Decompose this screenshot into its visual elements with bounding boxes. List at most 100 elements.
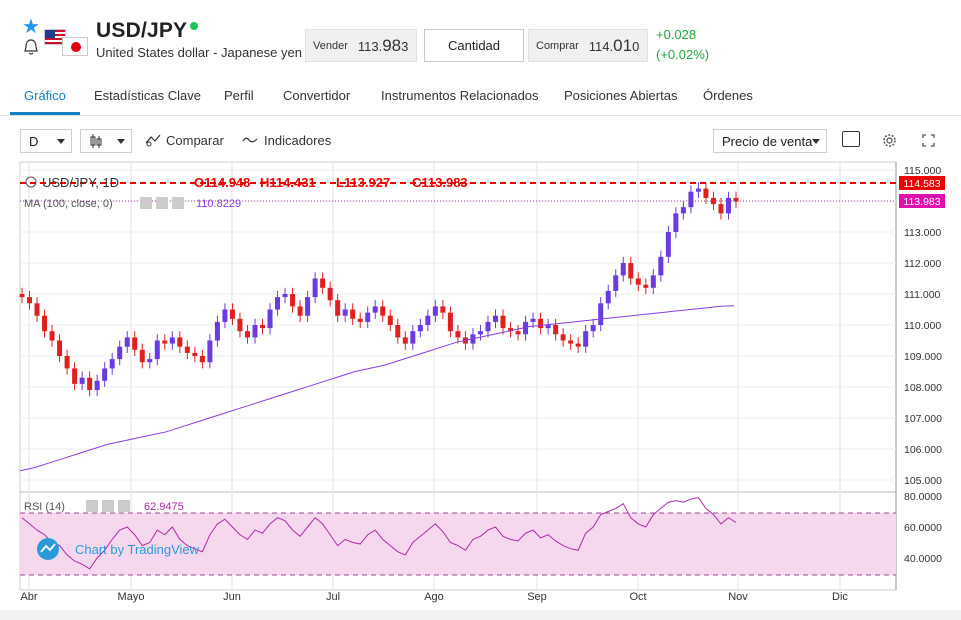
screenshot-toggle[interactable] xyxy=(842,131,860,147)
candle-body xyxy=(440,306,446,313)
candle-body xyxy=(447,312,453,332)
favorite-star-icon[interactable]: ★ xyxy=(22,16,40,38)
candle-body xyxy=(102,368,108,381)
compare-icon[interactable] xyxy=(144,133,162,147)
candle-body xyxy=(184,346,190,353)
month-label: Oct xyxy=(629,591,646,603)
legend-low: L113.927 xyxy=(336,175,390,190)
tab-ordenes[interactable]: Órdenes xyxy=(703,88,753,103)
candle-body xyxy=(297,306,303,316)
candle-body xyxy=(605,290,611,304)
candle-body xyxy=(169,337,175,344)
symbol-name: United States dollar - Japanese yen xyxy=(96,45,302,60)
candle-body xyxy=(139,349,145,363)
candle-body xyxy=(432,306,438,316)
rsi-settings-icon[interactable] xyxy=(102,500,114,512)
candles-icon xyxy=(90,134,102,148)
candle-body xyxy=(387,315,393,325)
candle-body xyxy=(27,297,33,304)
interval-value: D xyxy=(29,133,39,149)
candle-body xyxy=(725,197,731,214)
candle-body xyxy=(162,340,168,344)
candle-body xyxy=(34,303,40,316)
price-chart[interactable]: 115.000114.000113.000112.000111.000110.0… xyxy=(0,160,961,620)
ma-remove-icon[interactable] xyxy=(172,197,184,209)
candle-body xyxy=(628,263,634,279)
candle-body xyxy=(613,275,619,291)
ma-value: 110.8229 xyxy=(196,198,241,210)
rsi-tick: 60.0000 xyxy=(904,522,942,534)
price-change: +0.028 (+0.02%) xyxy=(656,25,709,65)
market-open-indicator xyxy=(190,22,198,30)
fullscreen-icon[interactable] xyxy=(922,134,935,147)
tab-posiciones[interactable]: Posiciones Abiertas xyxy=(564,88,678,103)
candle-body xyxy=(350,309,356,319)
chart-type-select[interactable] xyxy=(80,129,132,153)
candle-body xyxy=(275,297,281,310)
month-label: Dic xyxy=(832,591,848,603)
tab-grafico[interactable]: Gráfico xyxy=(24,88,66,103)
legend-high: H114.431 xyxy=(260,175,316,190)
compare-button[interactable]: Comparar xyxy=(166,133,224,148)
ma-legend: MA (100, close, 0) xyxy=(24,198,113,210)
rsi-legend: RSI (14) xyxy=(24,501,65,513)
ma-settings-icon[interactable] xyxy=(156,197,168,209)
change-percent: (+0.02%) xyxy=(656,47,710,62)
sell-price: 113.983 xyxy=(357,35,409,55)
current-price-tag xyxy=(899,194,945,208)
indicators-button[interactable]: Indicadores xyxy=(264,133,332,148)
settings-gear-icon[interactable] xyxy=(882,133,897,148)
candle-body xyxy=(673,213,679,232)
legend-collapse-icon[interactable] xyxy=(25,176,37,188)
price-tick: 107.000 xyxy=(904,413,942,425)
price-tick: 111.000 xyxy=(904,289,941,301)
rsi-axis: 80.0000 60.0000 40.0000 xyxy=(904,491,942,565)
interval-select[interactable]: D xyxy=(20,129,72,153)
month-label: Sep xyxy=(527,591,547,603)
price-tick: 109.000 xyxy=(904,351,942,363)
rsi-value: 62.9475 xyxy=(144,501,184,513)
month-label: Nov xyxy=(728,591,748,603)
jp-flag-icon xyxy=(62,37,88,56)
legend-open: O114.948 xyxy=(194,175,250,190)
candle-body xyxy=(237,318,243,332)
candle-body xyxy=(417,325,423,332)
us-flag-icon xyxy=(44,29,66,45)
ma-visibility-icon[interactable] xyxy=(140,197,152,209)
candle-body xyxy=(327,287,333,301)
candle-body xyxy=(177,337,183,347)
tab-perfil[interactable]: Perfil xyxy=(224,88,254,103)
candle-body xyxy=(282,294,288,298)
candle-body xyxy=(658,256,664,276)
ma-line xyxy=(19,305,735,472)
candle-body xyxy=(109,359,115,369)
status-bar xyxy=(0,610,961,620)
price-axis: 115.000114.000113.000112.000111.000110.0… xyxy=(904,165,942,487)
candle-body xyxy=(508,328,514,332)
candle-body xyxy=(733,197,739,202)
alert-bell-icon[interactable] xyxy=(22,38,40,56)
indicators-icon[interactable] xyxy=(242,135,258,145)
buy-button[interactable]: Comprar 114.010 xyxy=(528,29,648,62)
candle-body xyxy=(252,325,258,338)
month-label: Jun xyxy=(223,591,241,603)
candle-body xyxy=(94,380,100,391)
tab-instrumentos[interactable]: Instrumentos Relacionados xyxy=(381,88,539,103)
candle-body xyxy=(477,331,483,335)
tradingview-watermark[interactable]: Chart by TradingView xyxy=(75,542,200,557)
tab-estadisticas[interactable]: Estadísticas Clave xyxy=(94,88,201,103)
tab-convertidor[interactable]: Convertidor xyxy=(283,88,351,103)
rsi-remove-icon[interactable] xyxy=(118,500,130,512)
candle-body xyxy=(222,309,228,322)
price-type-select[interactable]: Precio de venta xyxy=(713,129,827,153)
symbol-title: USD/JPY xyxy=(96,19,188,42)
candle-body xyxy=(305,297,311,316)
candle-body xyxy=(380,306,386,316)
change-absolute: +0.028 xyxy=(656,27,697,42)
month-label: Abr xyxy=(20,591,37,603)
rsi-visibility-icon[interactable] xyxy=(86,500,98,512)
candle-body xyxy=(425,315,431,325)
quantity-input[interactable]: Cantidad xyxy=(424,29,524,62)
sell-button[interactable]: Vender 113.983 xyxy=(305,29,417,62)
candle-body xyxy=(530,318,536,322)
